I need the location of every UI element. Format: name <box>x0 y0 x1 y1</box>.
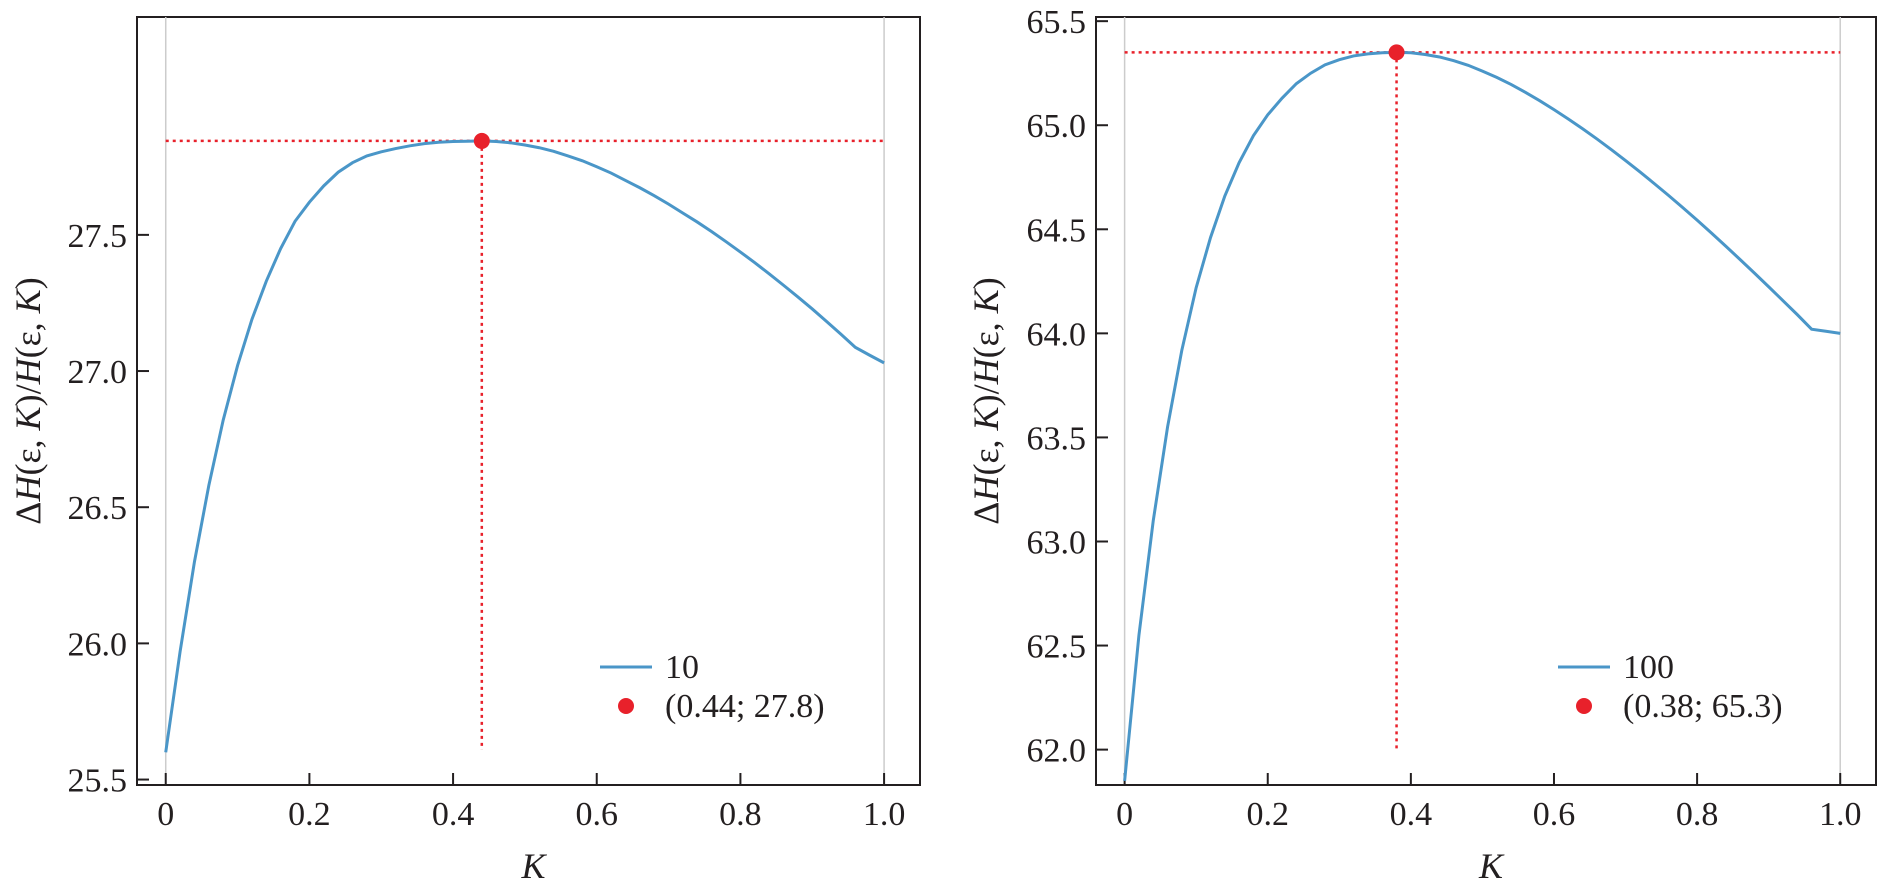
y-tick-label: 27.5 <box>68 218 128 255</box>
y-tick-label: 27.0 <box>68 354 128 391</box>
y-axis-ticks: 62.0 62.5 63.0 63.5 64.0 64.5 65.0 65.5 <box>1027 4 1108 770</box>
legend-series-label: 10 <box>665 649 699 686</box>
optimum-point <box>473 132 490 149</box>
y-tick-label: 64.5 <box>1027 212 1087 249</box>
chart-panel-left: 0 0.2 0.4 0.6 0.8 1.0 25.526.026.527.027.5 K … <box>8 16 921 886</box>
plot-frame <box>1095 16 1877 786</box>
y-tick-label: 63.0 <box>1027 524 1087 561</box>
legend-optimum-label: (0.38; 65.3) <box>1623 688 1783 725</box>
x-tick-label: 0 <box>1116 796 1133 833</box>
y-tick-label: 65.0 <box>1027 108 1087 145</box>
y-tick-label: 65.5 <box>1027 4 1087 41</box>
y-tick-label: 62.5 <box>1027 629 1087 666</box>
x-axis-label: K <box>520 846 547 886</box>
y-tick-label: 63.5 <box>1027 420 1087 457</box>
series-line <box>164 139 885 753</box>
x-tick-label: 0.4 <box>1390 796 1433 833</box>
x-tick-label: 0 <box>157 796 174 833</box>
legend: 10 (0.44; 27.8) <box>600 649 825 725</box>
x-tick-label: 1.0 <box>863 796 906 833</box>
x-axis-ticks: 0 0.2 0.4 0.6 0.8 1.0 <box>157 773 905 833</box>
legend-point-swatch <box>618 698 634 714</box>
x-tick-label: 0.6 <box>1533 796 1576 833</box>
y-tick-label: 25.5 <box>68 763 128 800</box>
x-tick-label: 0.2 <box>288 796 331 833</box>
plot-frame <box>136 16 921 786</box>
y-axis-label: ΔH(ε, K)/H(ε, K) <box>966 277 1006 524</box>
y-axis-label: ΔH(ε, K)/H(ε, K) <box>8 277 48 524</box>
series-line <box>1123 50 1841 781</box>
y-tick-label: 62.0 <box>1027 733 1087 770</box>
y-tick-label: 26.5 <box>68 490 128 527</box>
x-tick-label: 0.2 <box>1246 796 1289 833</box>
y-tick-label: 64.0 <box>1027 316 1087 353</box>
legend-optimum-label: (0.44; 27.8) <box>665 688 825 725</box>
x-tick-label: 0.8 <box>1676 796 1719 833</box>
chart-panel-right: 0 0.2 0.4 0.6 0.8 1.0 62.0 62.5 63.0 63.5 64.0 64.… <box>966 4 1877 886</box>
legend-series-label: 100 <box>1623 649 1674 686</box>
y-axis-ticks: 25.5 26.0 26.5 27.0 27.5 <box>68 218 149 800</box>
y-tick-label: 26.0 <box>68 626 128 663</box>
x-tick-label: 0.6 <box>575 796 618 833</box>
x-tick-label: 1.0 <box>1819 796 1862 833</box>
legend: 100 (0.38; 65.3) <box>1558 649 1783 725</box>
x-axis-label: K <box>1478 846 1505 886</box>
legend-point-swatch <box>1576 698 1592 714</box>
x-axis-ticks: 0 0.2 0.4 0.6 0.8 1.0 <box>1116 773 1861 833</box>
optimum-point <box>1388 44 1405 61</box>
x-tick-label: 0.8 <box>719 796 762 833</box>
x-tick-label: 0.4 <box>432 796 475 833</box>
